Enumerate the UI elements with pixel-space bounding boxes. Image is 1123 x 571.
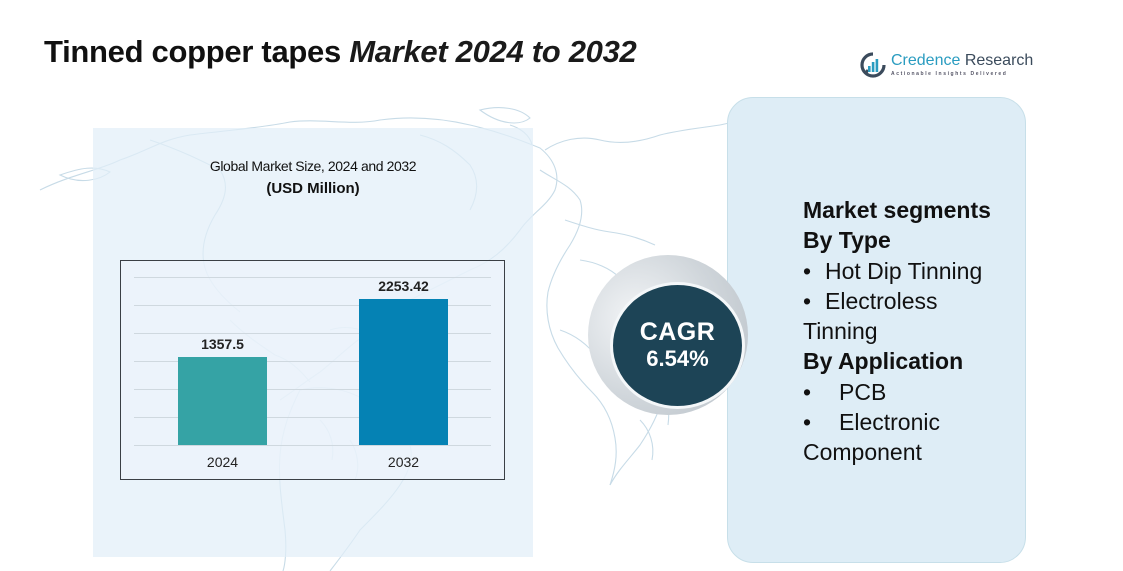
gridline — [134, 445, 491, 446]
cagr-badge: CAGR 6.54% — [610, 282, 745, 409]
market-segments-list: Market segments By Type • Hot Dip Tinning… — [803, 195, 991, 468]
gridline — [134, 277, 491, 278]
bar-chart: 1357.5 2253.42 2024 2032 — [120, 260, 505, 480]
segment-item-continuation: Tinning — [803, 318, 878, 345]
bar-chart-circle-icon — [860, 52, 886, 78]
logo-name-part2: Research — [964, 52, 1034, 69]
segment-item: • Electroless — [803, 287, 938, 314]
gridline — [134, 361, 491, 362]
segments-heading: Market segments — [803, 197, 991, 223]
chart-unit: (USD Million) — [266, 180, 360, 197]
logo-name-part1: Credence — [891, 52, 965, 69]
gridline — [134, 333, 491, 334]
credence-research-logo: Credence Research Actionable Insights De… — [860, 52, 1033, 78]
gridline — [134, 305, 491, 306]
segment-item-label: Electronic — [839, 409, 940, 436]
gridline — [134, 389, 491, 390]
segment-item-label: Electroless — [825, 287, 938, 314]
title-main: Tinned copper tapes — [44, 34, 350, 69]
chart-title: Global Market Size, 2024 and 2032 — [209, 158, 417, 174]
logo-tagline: Actionable Insights Delivered — [891, 71, 1008, 77]
segment-item-label: Hot Dip Tinning — [825, 257, 983, 284]
bar-2024 — [178, 357, 267, 445]
cagr-label: CAGR — [639, 317, 716, 346]
segment-item: • Hot Dip Tinning — [803, 257, 983, 284]
segment-group-title: By Type — [803, 227, 891, 254]
segments-panel — [727, 97, 1026, 563]
gridline — [134, 417, 491, 418]
segment-item-label: PCB — [839, 378, 887, 405]
bar-value-label-2024: 1357.5 — [201, 336, 244, 352]
segment-item: • Electronic — [803, 409, 940, 436]
bar-value-label-2032: 2253.42 — [378, 278, 429, 294]
page-title: Tinned copper tapes Market 2024 to 2032 — [44, 34, 637, 70]
x-axis-label-2032: 2032 — [387, 454, 420, 470]
segment-item: • PCB — [803, 378, 887, 405]
segment-group-title: By Application — [803, 348, 964, 375]
logo-name: Credence Research — [891, 53, 1033, 69]
title-italic: Market 2024 to 2032 — [349, 34, 637, 69]
cagr-value: 6.54% — [646, 346, 709, 372]
segment-item-continuation: Component — [803, 439, 922, 466]
bar-2032 — [359, 299, 448, 445]
x-axis-label-2024: 2024 — [206, 454, 239, 470]
